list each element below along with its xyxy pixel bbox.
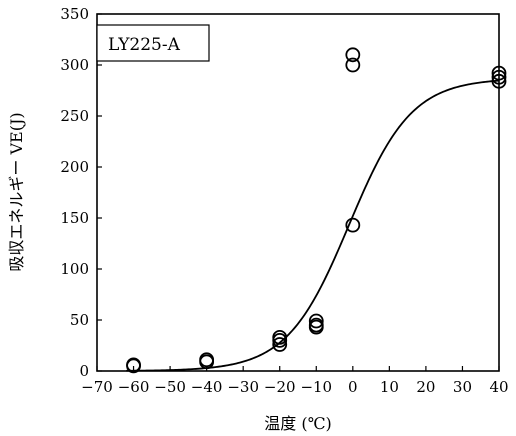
y-tick-label: 350 bbox=[60, 5, 89, 23]
data-point bbox=[272, 329, 288, 345]
x-tick-label: −40 bbox=[191, 378, 223, 396]
data-point bbox=[308, 317, 324, 333]
x-tick-label: 10 bbox=[380, 378, 399, 396]
data-point bbox=[308, 313, 324, 329]
y-tick-label: 200 bbox=[60, 158, 89, 176]
data-point bbox=[345, 47, 361, 63]
x-tick-label: 40 bbox=[489, 378, 508, 396]
plot-area-frame bbox=[96, 13, 500, 372]
data-point bbox=[345, 217, 361, 233]
data-point bbox=[199, 352, 215, 368]
y-tick-label: 50 bbox=[70, 311, 89, 329]
data-point bbox=[272, 337, 288, 352]
y-axis-label: 吸収エネルギー VE(J) bbox=[7, 112, 26, 271]
x-tick-label: −50 bbox=[154, 378, 186, 396]
y-tick-label: 150 bbox=[60, 209, 89, 227]
x-tick-label: 20 bbox=[416, 378, 435, 396]
x-tick-label: −20 bbox=[264, 378, 296, 396]
legend-label: LY225-A bbox=[108, 35, 181, 55]
y-tick-label: 0 bbox=[79, 362, 89, 380]
data-point bbox=[345, 57, 361, 73]
y-tick-label: 250 bbox=[60, 107, 89, 125]
x-tick-label: 30 bbox=[453, 378, 472, 396]
fit-curve bbox=[126, 79, 500, 372]
legend-box: LY225-A bbox=[96, 24, 210, 62]
x-tick-label: −70 bbox=[81, 378, 113, 396]
x-tick-label: −30 bbox=[227, 378, 259, 396]
x-tick-label: −10 bbox=[300, 378, 332, 396]
x-tick-label: −60 bbox=[118, 378, 150, 396]
x-axis-label: 温度 (℃) bbox=[264, 414, 331, 433]
y-tick-label: 300 bbox=[60, 56, 89, 74]
x-tick-label: 0 bbox=[348, 378, 358, 396]
y-tick-label: 100 bbox=[60, 260, 89, 278]
